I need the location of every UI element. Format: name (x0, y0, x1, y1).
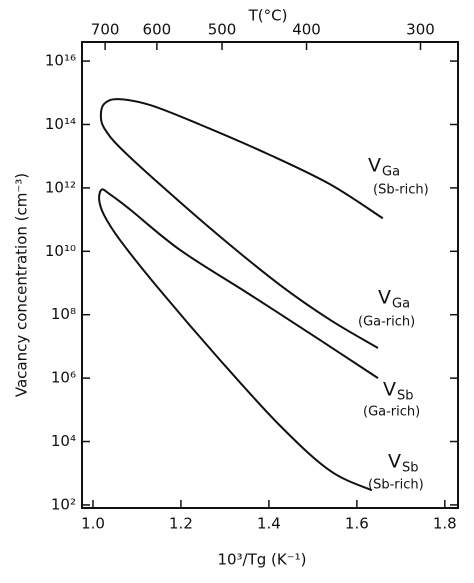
x-tick-label: 1.6 (345, 515, 369, 533)
y-axis-title: Vacancy concentration (cm⁻³) (13, 173, 31, 397)
x-tick-label: 1.4 (257, 515, 281, 533)
annotation: V Ga (Ga-rich) (358, 287, 415, 330)
y-tick-label: 10² (51, 495, 76, 513)
annotation: V Sb (Sb-rich) (368, 451, 424, 493)
x-tick-label: 1.8 (433, 515, 457, 533)
curve (99, 98, 384, 349)
annotation-note: (Ga-rich) (358, 315, 415, 330)
x-tick-label: 1.2 (169, 515, 193, 533)
curve (98, 188, 379, 492)
y-tick-label: 10¹⁴ (45, 115, 76, 133)
annotation-symbol: V (383, 379, 396, 401)
x-tick-label: 1.0 (81, 515, 105, 533)
top-axis-title: T(°C) (248, 7, 288, 25)
annotation-symbol: V (368, 155, 381, 177)
annotation-subscript: Sb (402, 461, 419, 476)
x2-tick-label: 400 (292, 21, 321, 39)
x2-tick-label: 500 (208, 21, 237, 39)
x2-tick-label: 600 (143, 21, 172, 39)
annotation-subscript: Sb (397, 389, 414, 404)
x-axis-title: 10³/Tg (K⁻¹) (217, 551, 306, 569)
y-tick-label: 10¹⁶ (45, 52, 76, 70)
annotation-note: (Sb-rich) (368, 478, 424, 493)
annotation-note: (Sb-rich) (373, 183, 429, 198)
x2-tick-label: 700 (91, 21, 120, 39)
annotation-subscript: Ga (392, 297, 410, 312)
annotation-subscript: Ga (382, 165, 400, 180)
x2-tick-label: 300 (406, 21, 435, 39)
annotation-note: (Ga-rich) (363, 405, 420, 420)
annotation-symbol: V (388, 451, 401, 473)
annotation: V Ga (Sb-rich) (368, 155, 429, 198)
annotation-symbol: V (378, 287, 391, 309)
y-tick-label: 10⁸ (51, 305, 76, 323)
y-tick-label: 10¹² (45, 178, 76, 196)
y-tick-label: 10⁴ (51, 432, 76, 450)
annotation: V Sb(Ga-rich) (363, 379, 420, 420)
y-tick-label: 10¹⁰ (45, 242, 76, 260)
y-tick-label: 10⁶ (51, 369, 76, 387)
plot-frame (81, 41, 459, 509)
